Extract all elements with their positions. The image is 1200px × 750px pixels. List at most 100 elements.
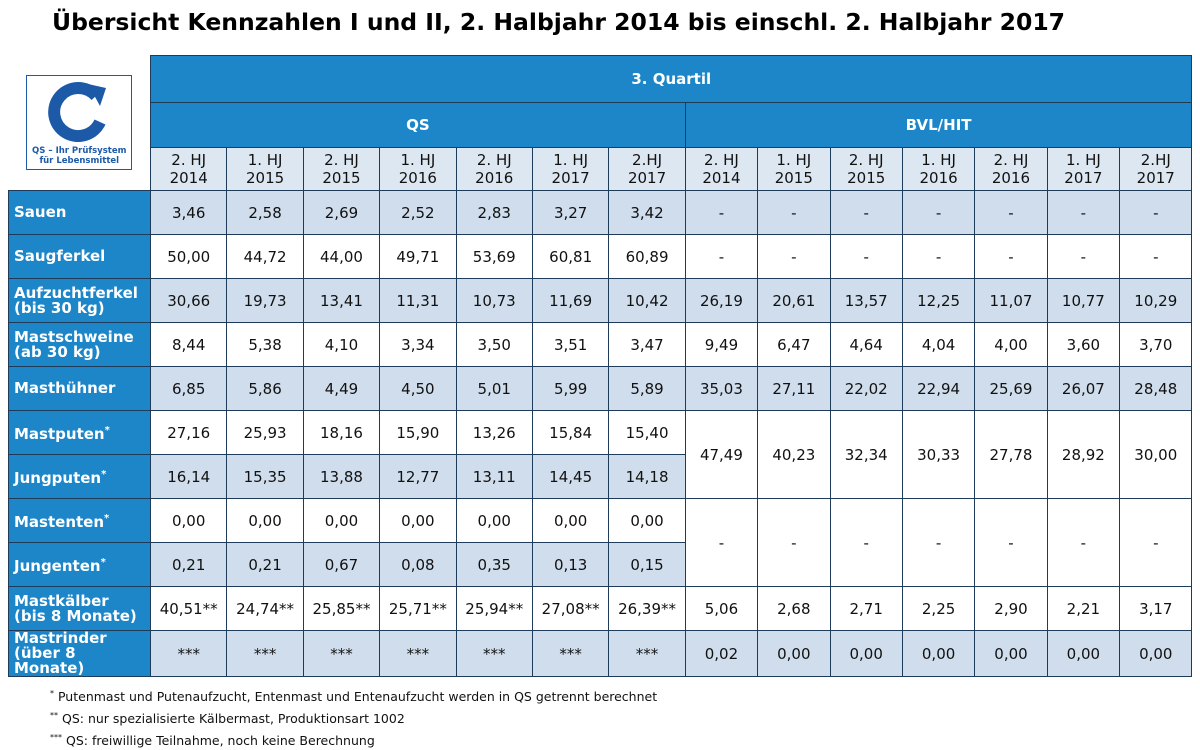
- period-line: 2016: [919, 169, 958, 187]
- row-label: Masthühner: [8, 366, 151, 411]
- period-header: 2.HJ 2017: [1119, 147, 1193, 191]
- qs-cell: 53,69: [455, 234, 533, 279]
- bvl-cell: -: [901, 190, 976, 235]
- bvl-cell: 2,21: [1046, 586, 1121, 631]
- period-line: 2016: [991, 169, 1031, 187]
- label-line: Mastputen: [14, 425, 105, 443]
- period-line: 2. HJ: [848, 151, 884, 169]
- qs-cell: 10,42: [608, 278, 686, 323]
- qs-cell: 0,67: [302, 542, 381, 587]
- bvl-cell: 2,90: [974, 586, 1048, 631]
- row-label: Mastschweine (ab 30 kg): [8, 322, 151, 367]
- footnote-text: Putenmast und Putenaufzucht, Entenmast u…: [57, 689, 658, 705]
- qs-cell: 25,94**: [455, 586, 533, 631]
- group-header: BVL/HIT: [684, 102, 1193, 148]
- period-line: 1. HJ: [1065, 151, 1101, 169]
- qs-cell: 25,93: [226, 410, 304, 455]
- qs-cell: 13,88: [302, 454, 381, 499]
- data-row: Saugferkel 50,00 44,72 44,00 49,71 53,69 60,81…: [8, 234, 1193, 279]
- period-line: 2.HJ: [1140, 151, 1171, 169]
- row-label: Mastenten*: [8, 498, 151, 543]
- period-header: 1. HJ 2015: [226, 147, 304, 191]
- qs-cell: 25,71**: [379, 586, 457, 631]
- qs-cell: 12,77: [379, 454, 457, 499]
- bvl-cell: 9,49: [684, 322, 759, 367]
- bvl-cell: 2,71: [829, 586, 903, 631]
- bvl-cell: -: [684, 190, 759, 235]
- qs-cell: 15,40: [608, 410, 686, 455]
- bvl-cell: 26,19: [684, 278, 759, 323]
- footnote-text: QS: freiwillige Teilnahme, noch keine Be…: [65, 733, 375, 749]
- qs-cell: 5,89: [608, 366, 686, 411]
- bvl-cell: 6,47: [757, 322, 831, 367]
- qs-cell: 15,90: [379, 410, 457, 455]
- bvl-cell: 28,48: [1119, 366, 1193, 411]
- qs-cell: 10,73: [455, 278, 533, 323]
- period-line: 1. HJ: [553, 151, 589, 169]
- qs-cell: 0,00: [608, 498, 686, 543]
- footnote-marker: *: [104, 513, 110, 524]
- footnote-marker: *: [100, 557, 106, 568]
- header-row: QS BVL/HIT: [9, 102, 1193, 148]
- period-header: 2. HJ 2016: [455, 147, 533, 191]
- qs-cell: 40,51**: [149, 586, 228, 631]
- qs-cell: 11,31: [379, 278, 457, 323]
- data-row: Sauen 3,46 2,58 2,69 2,52 2,83 3,27 3,42- - - - - - -: [8, 190, 1193, 235]
- bvl-cell: 40,23: [757, 410, 831, 499]
- qs-cell: 44,00: [302, 234, 381, 279]
- qs-cell: 50,00: [149, 234, 228, 279]
- bvl-cell: 30,33: [901, 410, 976, 499]
- bvl-cell: 2,68: [757, 586, 831, 631]
- bvl-cell: 10,29: [1119, 278, 1193, 323]
- period-line: 1. HJ: [247, 151, 283, 169]
- qs-cell: 2,83: [455, 190, 533, 235]
- period-line: 2015: [245, 169, 285, 187]
- group-header: QS: [150, 102, 686, 148]
- bvl-cell: 4,64: [829, 322, 903, 367]
- label-line: Monate): [14, 659, 85, 677]
- bvl-cell: -: [974, 498, 1048, 587]
- label-line: Jungputen: [14, 469, 102, 487]
- qs-cell: 3,27: [531, 190, 610, 235]
- logo: QS – Ihr Prüfsystem für Lebensmittel: [26, 75, 133, 171]
- label-line: (über 8: [14, 644, 76, 662]
- bvl-cell: -: [1046, 498, 1121, 587]
- label-line: Aufzuchtferkel: [14, 283, 138, 302]
- table: QS – Ihr Prüfsystem für Lebensmittel 3. Qu…: [8, 55, 1193, 677]
- bvl-cell: -: [757, 498, 831, 587]
- period-header: 1. HJ 2016: [901, 147, 976, 191]
- qs-cell: 26,39**: [608, 586, 686, 631]
- header-top: 3. Quartil: [149, 55, 1193, 103]
- bvl-cell: -: [684, 234, 759, 279]
- data-row: Mastkälber (bis 8 Monate) 40,51** 24,74** 25…: [8, 586, 1193, 631]
- qs-cell: 0,15: [608, 542, 686, 587]
- qs-cell: 8,44: [149, 322, 228, 367]
- period-header: 1. HJ 2017: [1046, 147, 1121, 191]
- qs-cell: 0,00: [455, 498, 533, 543]
- logo-arrow: [88, 84, 107, 107]
- period-line: 1. HJ: [400, 151, 436, 169]
- period-line: 2. HJ: [171, 151, 207, 169]
- row-label: Jungputen*: [8, 454, 151, 499]
- bvl-cell: 47,49: [684, 410, 759, 499]
- qs-cell: 27,16: [149, 410, 228, 455]
- qs-cell: 4,49: [302, 366, 381, 411]
- period-line: 2. HJ: [324, 151, 359, 169]
- qs-cell: 13,26: [455, 410, 533, 455]
- period-line: 2. HJ: [704, 151, 739, 169]
- header-row: QS – Ihr Prüfsystem für Lebensmittel 3. Qu…: [8, 55, 1193, 191]
- qs-cell: 3,47: [608, 322, 686, 367]
- qs-cell: 14,18: [608, 454, 686, 499]
- qs-cell: 13,41: [302, 278, 381, 323]
- qs-cell: 0,21: [149, 542, 228, 587]
- row-label: Mastkälber (bis 8 Monate): [8, 586, 151, 631]
- period-line: 2015: [322, 169, 361, 187]
- logo-arc: [48, 82, 106, 143]
- bvl-cell: 0,00: [1119, 630, 1193, 677]
- bvl-cell: 20,61: [757, 278, 831, 323]
- bvl-cell: 28,92: [1046, 410, 1121, 499]
- bvl-cell: 22,02: [829, 366, 903, 411]
- data-row: Aufzuchtferkel (bis 30 kg) 30,66 19,73 13,41…: [8, 278, 1193, 323]
- footnote: *** QS: freiwillige Teilnahme, noch kein…: [50, 728, 657, 750]
